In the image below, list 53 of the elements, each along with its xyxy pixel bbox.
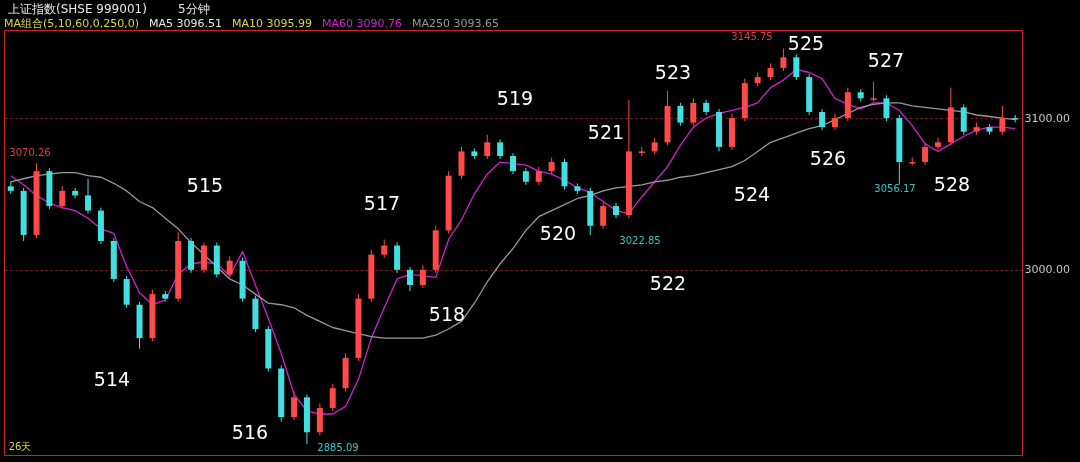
candlestick [922, 141, 929, 166]
annotation: 3022.85 [619, 235, 661, 246]
annotation: 518 [428, 302, 466, 325]
candlestick [59, 185, 66, 210]
candlestick [497, 138, 504, 160]
annotation: 528 [933, 172, 971, 195]
annotation: 3070.26 [9, 147, 51, 158]
annotation: 526 [809, 146, 847, 169]
candlestick [780, 48, 787, 72]
candlestick [85, 178, 92, 215]
candlestick [291, 390, 298, 421]
text: MA5 3096.51 [149, 17, 223, 30]
candlestick [406, 266, 413, 292]
annotation: 2885.09 [317, 442, 359, 453]
candlestick [999, 105, 1006, 136]
annotation: 514 [93, 367, 131, 390]
candlestick [934, 137, 941, 151]
candlestick [484, 134, 491, 160]
candlestick [831, 112, 838, 131]
chart-subtitle: 5分钟 [178, 2, 210, 16]
candlestick [870, 81, 877, 102]
candlestick [510, 152, 516, 175]
annotation: 519 [496, 86, 534, 109]
annotation: 516 [231, 420, 269, 443]
chart-title: 上证指数(SHSE 999001) [8, 2, 147, 16]
text: MA组合(5,10,60,0,250,0) [4, 17, 140, 30]
annotation: 524 [733, 182, 771, 205]
candlestick [535, 166, 542, 186]
candlestick [600, 201, 607, 230]
candlestick [819, 108, 826, 131]
candlestick [883, 94, 890, 122]
candlestick [419, 264, 426, 289]
annotation: 517 [363, 191, 401, 214]
y-tick-label: 3000.00 [1024, 263, 1070, 277]
text: MA10 3095.99 [232, 17, 313, 30]
annotation: 521 [587, 120, 625, 143]
annotation: 3145.75 [731, 31, 773, 42]
candlestick [690, 97, 697, 127]
candlestick [677, 102, 684, 127]
candlestick [329, 383, 336, 412]
annotation: 3056.17 [874, 183, 916, 194]
annotation: 26天 [8, 441, 32, 452]
annotation: 523 [654, 60, 692, 83]
candlestick [793, 53, 800, 81]
annotation: 515 [186, 173, 224, 196]
candlestick [381, 238, 388, 259]
annotation: 527 [867, 48, 905, 71]
annotation: 522 [649, 271, 687, 294]
text: MA250 3093.65 [412, 17, 500, 30]
annotation: 520 [539, 221, 577, 244]
annotation: 525 [787, 31, 825, 54]
y-tick-label: 3100.00 [1024, 111, 1070, 125]
text: MA60 3090.76 [322, 17, 403, 30]
